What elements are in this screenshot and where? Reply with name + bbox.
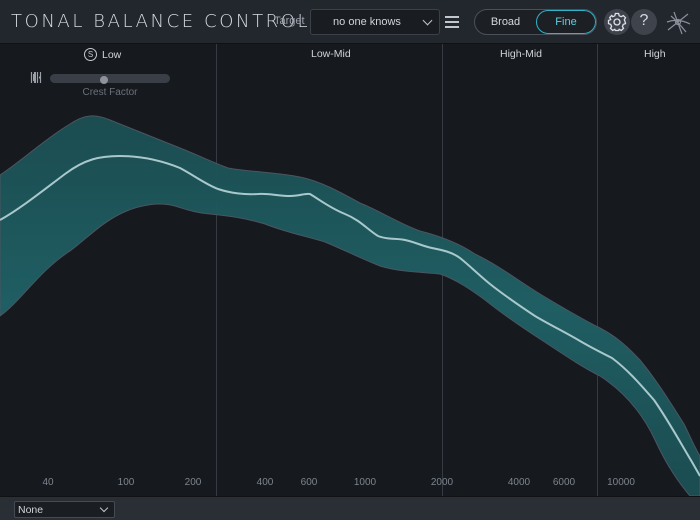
band-label-high-mid: High-Mid — [500, 48, 543, 60]
spectrum-curve — [0, 154, 700, 477]
target-range-band — [0, 115, 700, 496]
source-select-value: None — [18, 504, 44, 516]
chevron-down-icon — [99, 503, 109, 513]
header-bar: TONAL BALANCE CONTROL Target no one know… — [0, 0, 700, 44]
settings-button[interactable] — [604, 9, 630, 35]
freq-tick-label: 4000 — [507, 477, 531, 488]
help-button[interactable]: ? — [631, 9, 657, 35]
band-label-low-text: Low — [102, 48, 122, 61]
freq-tick-label: 600 — [300, 477, 318, 488]
freq-tick-label: 6000 — [552, 477, 576, 488]
crest-factor-slider-knob[interactable] — [100, 75, 109, 84]
graph-canvas — [0, 44, 700, 496]
menu-icon[interactable] — [443, 12, 461, 32]
footer-bar: None — [0, 496, 700, 520]
gear-icon — [607, 12, 627, 32]
tonal-balance-graph: S Low Low-Mid High-Mid High Crest — [0, 44, 700, 496]
crest-factor-control: Crest Factor — [30, 72, 190, 102]
target-dropdown-value: no one knows — [333, 16, 401, 28]
freq-tick-label: 200 — [184, 477, 202, 488]
target-dropdown[interactable]: no one knows — [310, 9, 440, 35]
view-mode-toggle: Broad Fine — [474, 9, 597, 35]
freq-tick-label: 40 — [42, 477, 54, 488]
freq-tick-label: 400 — [256, 477, 274, 488]
freq-tick-label: 100 — [117, 477, 135, 488]
freq-tick-label: 10000 — [607, 477, 635, 488]
app-title: TONAL BALANCE CONTROL — [11, 11, 311, 32]
crest-factor-slider[interactable] — [50, 74, 170, 84]
broad-button[interactable]: Broad — [490, 16, 521, 28]
band-label-low: S Low — [84, 48, 121, 61]
crest-factor-label: Crest Factor — [82, 87, 138, 98]
fine-button[interactable]: Fine — [536, 10, 596, 34]
crest-high-icon — [30, 72, 42, 83]
source-select[interactable]: None — [14, 501, 115, 518]
band-label-low-mid: Low-Mid — [311, 48, 351, 60]
help-icon: ? — [639, 12, 649, 29]
freq-tick-label: 1000 — [353, 477, 377, 488]
band-label-high: High — [644, 48, 666, 60]
ozone-logo-icon — [666, 11, 691, 35]
target-label: Target — [274, 15, 305, 27]
chevron-down-icon — [422, 15, 433, 26]
solo-low-button[interactable]: S — [84, 48, 97, 61]
freq-tick-label: 2000 — [430, 477, 454, 488]
